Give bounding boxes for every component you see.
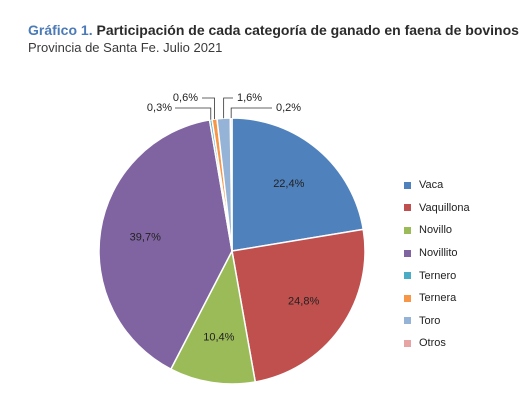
- legend-swatch: [404, 204, 411, 212]
- legend-label: Toro: [419, 314, 441, 327]
- legend-swatch: [404, 272, 411, 280]
- chart-title: Participación de cada categoría de ganad…: [96, 22, 519, 38]
- legend-item-ternero: Ternero: [404, 264, 470, 287]
- leader-line-otros: [230, 107, 272, 119]
- data-label-ternero: 0,3%: [147, 102, 172, 114]
- pie-slice-vaquillona: [231, 228, 366, 383]
- legend-item-otros: Otros: [404, 332, 470, 355]
- chart-subtitle: Provincia de Santa Fe. Julio 2021: [28, 40, 223, 55]
- legend-label: Otros: [419, 337, 446, 350]
- leader-line-toro: [223, 97, 233, 119]
- legend-swatch: [404, 317, 411, 325]
- legend-swatch: [404, 294, 411, 302]
- legend-item-novillo: Novillo: [404, 219, 470, 242]
- legend-item-novillito: Novillito: [404, 242, 470, 265]
- data-label-vaquillona: 24,8%: [288, 296, 319, 308]
- chart-title-line: Gráfico 1. Participación de cada categor…: [28, 22, 519, 38]
- legend-item-ternera: Ternera: [404, 287, 470, 310]
- legend-swatch: [404, 181, 411, 189]
- legend-label: Ternero: [419, 269, 457, 282]
- legend-label: Vaca: [419, 179, 444, 192]
- legend-label: Vaquillona: [419, 201, 470, 214]
- leader-line-ternera: [202, 97, 215, 120]
- data-label-toro: 1,6%: [237, 92, 262, 104]
- legend-label: Novillito: [419, 247, 458, 260]
- legend-label: Ternera: [419, 292, 457, 305]
- data-label-novillo: 10,4%: [203, 332, 234, 344]
- legend-swatch: [404, 249, 411, 257]
- data-label-novillito: 39,7%: [130, 231, 161, 243]
- pie-slice-vaca: [231, 117, 365, 252]
- legend-item-vaquillona: Vaquillona: [404, 197, 470, 220]
- data-label-ternera: 0,6%: [173, 92, 198, 104]
- legend-item-vaca: Vaca: [404, 174, 470, 197]
- data-label-otros: 0,2%: [276, 102, 301, 114]
- chart-title-prefix: Gráfico 1.: [28, 22, 93, 38]
- chart-legend: Vaca Vaquillona Novillo Novillito Ternero Ter…: [404, 174, 470, 355]
- legend-swatch: [404, 339, 411, 347]
- pie-slice-novillo: [169, 248, 257, 385]
- legend-swatch: [404, 226, 411, 234]
- legend-item-toro: Toro: [404, 310, 470, 333]
- legend-label: Novillo: [419, 224, 453, 237]
- leader-line-ternero: [175, 107, 212, 120]
- data-label-vaca: 22,4%: [273, 178, 304, 190]
- pie-slice-novillito: [98, 119, 233, 371]
